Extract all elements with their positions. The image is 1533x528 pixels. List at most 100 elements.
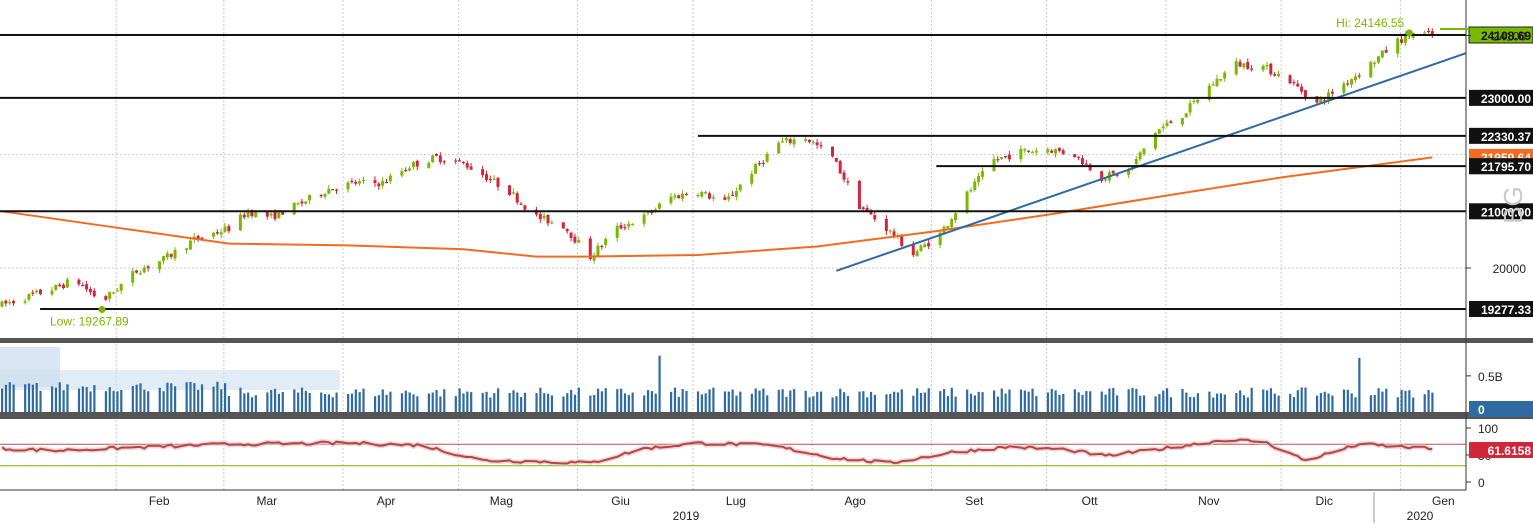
volume-bar — [954, 396, 957, 412]
volume-bar — [1127, 389, 1130, 412]
candle — [465, 160, 469, 171]
candle — [1138, 151, 1142, 162]
volume-bar — [89, 391, 92, 412]
volume-bar — [1142, 395, 1146, 412]
volume-bar — [1377, 388, 1380, 412]
volume-bar — [1185, 392, 1188, 412]
volume-bar — [239, 387, 242, 412]
volume-bar — [946, 396, 950, 412]
volume-bar — [139, 383, 142, 412]
volume-bar — [1, 388, 4, 412]
candle — [454, 158, 458, 165]
volume-bar — [320, 392, 323, 412]
volume-bar — [116, 391, 119, 412]
candle — [919, 243, 923, 252]
volume-bar — [266, 392, 269, 412]
volume-bar — [523, 392, 527, 412]
rsi-last-box — [1469, 442, 1533, 458]
volume-bar — [323, 394, 327, 412]
candle — [831, 146, 835, 158]
volume-bar — [516, 392, 519, 412]
volume-bar — [1219, 393, 1223, 412]
volume-bar — [200, 384, 204, 412]
volume-bar — [93, 385, 96, 412]
volume-bar — [950, 387, 953, 412]
volume-bar — [174, 386, 177, 412]
volume-bar — [996, 396, 1000, 412]
candle — [1261, 64, 1265, 73]
volume-bar — [869, 391, 873, 412]
volume-bar — [1062, 393, 1065, 412]
volume-bar — [347, 393, 350, 412]
volume-bar — [327, 394, 331, 412]
candle — [811, 140, 815, 145]
volume-bar — [896, 392, 900, 412]
candle — [1246, 58, 1250, 70]
candle — [684, 192, 688, 196]
volume-bar — [1404, 390, 1407, 412]
volume-bar — [389, 391, 392, 412]
volume-bar — [250, 397, 254, 412]
candle — [1242, 63, 1246, 70]
candle — [492, 175, 496, 180]
panel-divider[interactable] — [0, 412, 1533, 419]
volume-bar — [1158, 394, 1161, 412]
candle — [727, 192, 731, 202]
month-label: Dic — [1316, 494, 1333, 508]
candle — [965, 190, 969, 214]
volume-bar — [939, 391, 942, 412]
volume-bar — [566, 393, 569, 412]
volume-bar — [1019, 389, 1023, 412]
volume-last-label: 0 — [1478, 403, 1485, 417]
last-price-label: 24108.69 — [1481, 29, 1531, 43]
candle — [1188, 99, 1192, 116]
volume-profile-shade — [0, 370, 340, 390]
volume-bar — [1346, 389, 1349, 412]
volume-bar — [1154, 396, 1157, 412]
volume-bar — [297, 392, 300, 412]
volume-bar — [696, 391, 700, 412]
candle — [815, 138, 819, 149]
panel-divider[interactable] — [0, 338, 1533, 343]
volume-bar — [354, 389, 357, 412]
volume-bar — [673, 387, 677, 412]
candle — [996, 156, 1000, 163]
volume-bar — [1100, 391, 1103, 412]
candle — [765, 151, 769, 163]
volume-bar — [443, 389, 446, 412]
candle — [12, 299, 16, 307]
candle — [627, 220, 631, 230]
volume-bar — [400, 393, 404, 412]
volume-bar — [470, 392, 473, 412]
candle — [873, 212, 877, 223]
volume-bar — [835, 396, 838, 412]
candle — [700, 190, 704, 199]
volume-bar — [843, 392, 846, 412]
volume-bar — [489, 397, 492, 412]
volume-bar — [1004, 393, 1007, 412]
candle — [711, 194, 715, 202]
candle — [1342, 81, 1346, 96]
volume-bar — [1108, 388, 1111, 412]
candle — [927, 239, 931, 250]
candle — [246, 208, 250, 219]
volume-bar — [1400, 389, 1403, 412]
volume-bar — [481, 392, 484, 412]
candle — [992, 155, 996, 172]
volume-bar — [227, 396, 231, 412]
candle — [8, 299, 12, 306]
candle — [977, 173, 981, 186]
candle — [481, 165, 485, 178]
volume-bar — [1292, 397, 1296, 412]
volume-bar — [496, 388, 500, 412]
volume-bar — [350, 393, 354, 412]
volume-bar — [739, 391, 742, 412]
candle — [146, 264, 150, 272]
volume-bar — [300, 387, 304, 412]
candle — [954, 210, 958, 224]
candle — [1050, 149, 1054, 153]
month-label: Feb — [149, 494, 170, 508]
candle — [508, 185, 512, 197]
volume-bar — [1431, 392, 1434, 412]
